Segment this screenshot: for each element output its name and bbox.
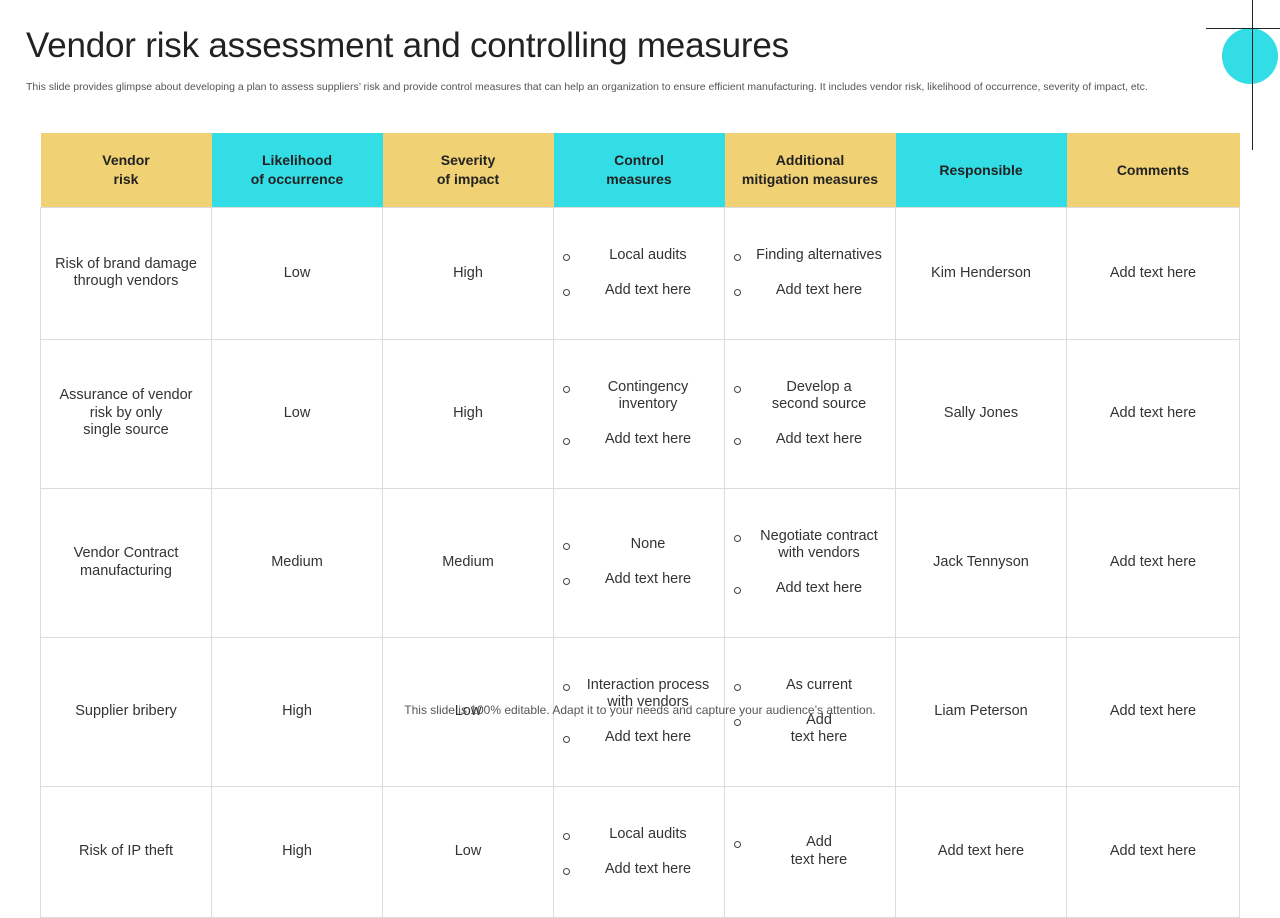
bullet-item: Add text here bbox=[562, 282, 716, 300]
header-control-measures: Control measures bbox=[553, 133, 725, 208]
table-row: Risk of brand damage through vendors Low… bbox=[40, 207, 1240, 340]
table-row: Vendor Contract manufacturing Medium Med… bbox=[40, 487, 1240, 638]
header-mitigation-measures: Additional mitigation measures bbox=[724, 133, 896, 208]
cell-likelihood: High bbox=[211, 785, 383, 918]
bullet-item: Local audits bbox=[562, 826, 716, 844]
cell-vendor-risk: Vendor Contract manufacturing bbox=[40, 487, 212, 638]
cell-responsible: Jack Tennyson bbox=[895, 487, 1067, 638]
bullet-item: None bbox=[562, 536, 716, 554]
bullet-item: Add text here bbox=[562, 729, 716, 747]
bullet-item: Develop a second source bbox=[733, 379, 887, 414]
cell-comments: Add text here bbox=[1066, 487, 1240, 638]
bullet-item: Contingency inventory bbox=[562, 379, 716, 414]
cell-severity: Low bbox=[382, 785, 554, 918]
bullet-item: Finding alternatives bbox=[733, 247, 887, 265]
header-severity: Severity of impact bbox=[382, 133, 554, 208]
cell-responsible: Kim Henderson bbox=[895, 207, 1067, 340]
cell-control-measures: Local audits Add text here bbox=[553, 207, 725, 340]
decorative-circle bbox=[1222, 28, 1278, 84]
bullet-item: Add text here bbox=[733, 431, 887, 449]
table-row: Risk of IP theft High Low Local audits A… bbox=[40, 785, 1240, 918]
header-likelihood: Likelihood of occurrence bbox=[211, 133, 383, 208]
header-vendor-risk: Vendor risk bbox=[40, 133, 212, 208]
cell-control-measures: None Add text here bbox=[553, 487, 725, 638]
cell-control-measures: Local audits Add text here bbox=[553, 785, 725, 918]
cell-severity: High bbox=[382, 207, 554, 340]
slide-title: Vendor risk assessment and controlling m… bbox=[26, 26, 789, 65]
decorative-vertical-line bbox=[1252, 0, 1253, 150]
cell-mitigation-measures: Finding alternatives Add text here bbox=[724, 207, 896, 340]
cell-responsible: Sally Jones bbox=[895, 338, 1067, 489]
cell-comments: Add text here bbox=[1066, 338, 1240, 489]
table-row: Assurance of vendor risk by only single … bbox=[40, 338, 1240, 489]
cell-severity: Medium bbox=[382, 487, 554, 638]
slide-footer: This slide is 100% editable. Adapt it to… bbox=[404, 703, 876, 717]
bullet-item: Negotiate contract with vendors bbox=[733, 528, 887, 563]
bullet-item: As current bbox=[733, 677, 887, 695]
cell-likelihood: Low bbox=[211, 207, 383, 340]
cell-vendor-risk: Assurance of vendor risk by only single … bbox=[40, 338, 212, 489]
cell-comments: Add text here bbox=[1066, 785, 1240, 918]
cell-mitigation-measures: Develop a second source Add text here bbox=[724, 338, 896, 489]
cell-severity: High bbox=[382, 338, 554, 489]
decorative-horizontal-line bbox=[1206, 28, 1280, 29]
table-header-row: Vendor risk Likelihood of occurrence Sev… bbox=[40, 133, 1240, 208]
cell-likelihood: Low bbox=[211, 338, 383, 489]
cell-likelihood: Medium bbox=[211, 487, 383, 638]
header-responsible: Responsible bbox=[895, 133, 1067, 208]
bullet-item: Add text here bbox=[733, 282, 887, 300]
bullet-item: Add text here bbox=[562, 861, 716, 879]
bullet-item: Interaction process with vendors bbox=[562, 677, 716, 712]
bullet-item: Add text here bbox=[562, 431, 716, 449]
cell-mitigation-measures: Negotiate contract with vendors Add text… bbox=[724, 487, 896, 638]
header-comments: Comments bbox=[1066, 133, 1240, 208]
cell-control-measures: Contingency inventory Add text here bbox=[553, 338, 725, 489]
bullet-item: Local audits bbox=[562, 247, 716, 265]
bullet-item: Add text here bbox=[733, 580, 887, 598]
slide-subtitle: This slide provides glimpse about develo… bbox=[26, 81, 1148, 93]
cell-vendor-risk: Risk of brand damage through vendors bbox=[40, 207, 212, 340]
cell-mitigation-measures: Add text here bbox=[724, 785, 896, 918]
cell-comments: Add text here bbox=[1066, 207, 1240, 340]
bullet-item: Add text here bbox=[562, 571, 716, 589]
cell-responsible: Add text here bbox=[895, 785, 1067, 918]
vendor-risk-table: Vendor risk Likelihood of occurrence Sev… bbox=[40, 133, 1240, 918]
bullet-item: Add text here bbox=[733, 834, 887, 869]
cell-vendor-risk: Risk of IP theft bbox=[40, 785, 212, 918]
